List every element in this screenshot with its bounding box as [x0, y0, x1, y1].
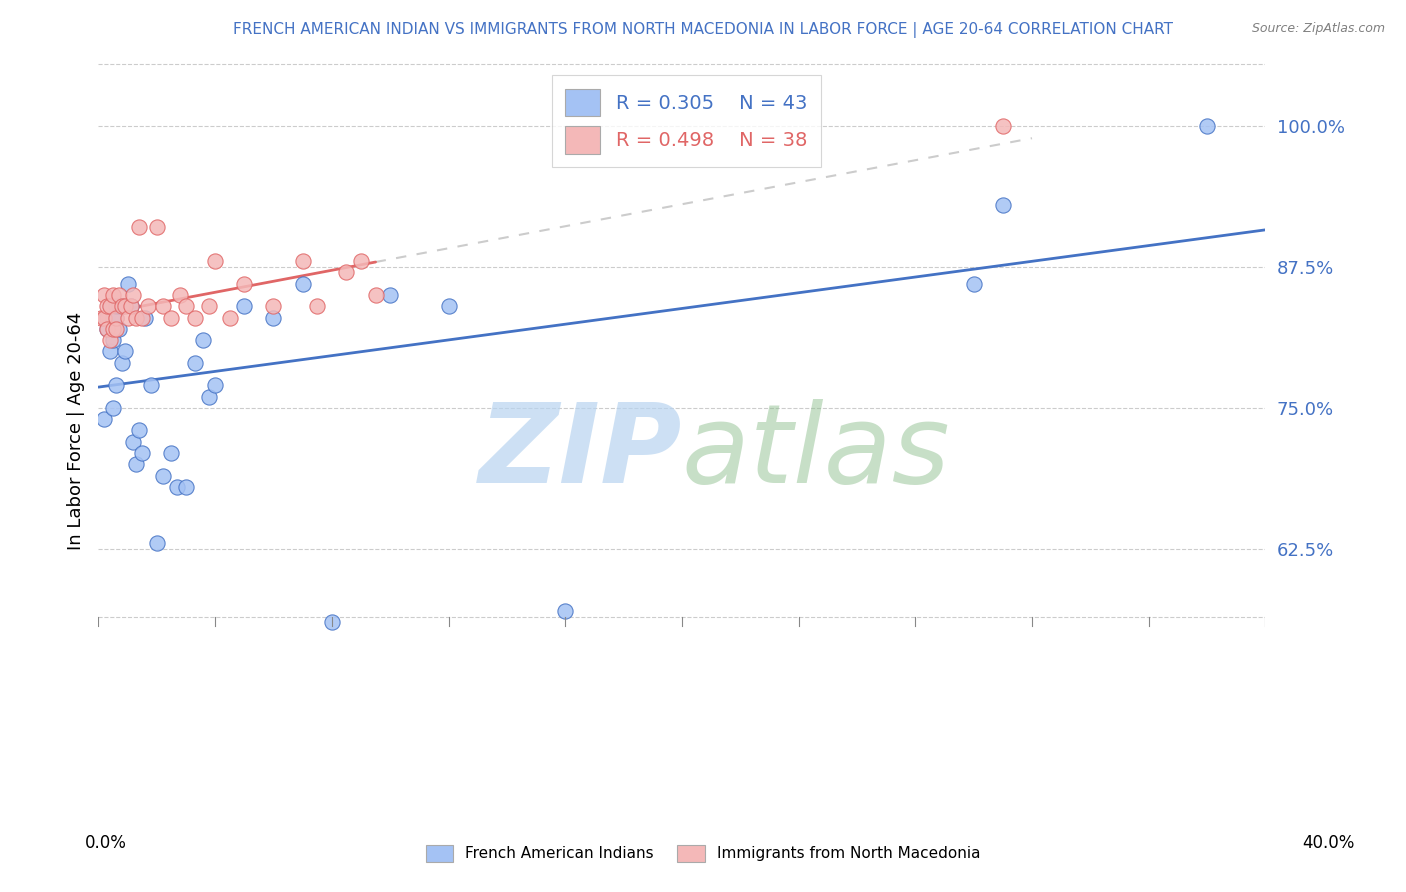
Point: [96, 299, 118, 313]
Point: [193, 333, 215, 347]
Point: [307, 299, 329, 313]
Point: [131, 446, 153, 460]
Point: [136, 299, 159, 313]
Point: [152, 299, 174, 313]
Text: atlas: atlas: [682, 400, 950, 507]
Point: [146, 536, 169, 550]
Point: [93, 310, 115, 325]
Text: 0.0%: 0.0%: [84, 834, 127, 852]
Point: [104, 299, 127, 313]
Point: [98, 333, 121, 347]
Point: [335, 265, 357, 279]
Point: [96, 310, 118, 325]
Point: [108, 299, 131, 313]
Point: [104, 378, 127, 392]
Point: [93, 412, 115, 426]
Point: [198, 390, 221, 404]
Point: [233, 277, 256, 291]
Text: ZIP: ZIP: [478, 400, 682, 507]
Point: [98, 344, 121, 359]
Point: [554, 604, 576, 618]
Point: [111, 299, 134, 313]
Point: [128, 423, 150, 437]
Point: [204, 254, 226, 268]
Point: [198, 299, 221, 313]
Point: [991, 197, 1014, 211]
Point: [134, 310, 156, 325]
Point: [101, 322, 124, 336]
Point: [93, 288, 115, 302]
Point: [98, 299, 121, 313]
Point: [166, 480, 188, 494]
Point: [991, 119, 1014, 133]
Point: [120, 299, 142, 313]
Point: [108, 288, 131, 302]
Point: [111, 356, 134, 370]
Point: [101, 310, 124, 325]
Point: [291, 277, 314, 291]
Point: [101, 333, 124, 347]
Point: [101, 288, 124, 302]
Point: [96, 322, 118, 336]
Point: [96, 322, 118, 336]
Point: [160, 310, 183, 325]
Point: [169, 288, 191, 302]
Point: [321, 615, 343, 630]
Point: [128, 220, 150, 235]
Point: [114, 299, 136, 313]
Point: [122, 288, 145, 302]
Point: [364, 288, 387, 302]
Point: [437, 299, 460, 313]
Legend: French American Indians, Immigrants from North Macedonia: French American Indians, Immigrants from…: [419, 838, 987, 868]
Point: [139, 378, 162, 392]
Text: Source: ZipAtlas.com: Source: ZipAtlas.com: [1251, 22, 1385, 36]
Point: [291, 254, 314, 268]
Point: [122, 434, 145, 449]
Y-axis label: In Labor Force | Age 20-64: In Labor Force | Age 20-64: [66, 311, 84, 549]
Point: [111, 299, 134, 313]
Point: [125, 457, 148, 471]
Point: [131, 310, 153, 325]
Point: [160, 446, 183, 460]
Point: [350, 254, 373, 268]
Point: [98, 299, 121, 313]
Text: FRENCH AMERICAN INDIAN VS IMMIGRANTS FROM NORTH MACEDONIA IN LABOR FORCE | AGE 2: FRENCH AMERICAN INDIAN VS IMMIGRANTS FRO…: [233, 22, 1173, 38]
Point: [152, 468, 174, 483]
Point: [125, 310, 148, 325]
Point: [117, 277, 139, 291]
Point: [174, 299, 197, 313]
Point: [104, 322, 127, 336]
Point: [114, 344, 136, 359]
Point: [218, 310, 240, 325]
Point: [204, 378, 226, 392]
Point: [108, 322, 131, 336]
Point: [233, 299, 256, 313]
Point: [262, 299, 284, 313]
Text: 40.0%: 40.0%: [1302, 834, 1355, 852]
Legend: R = 0.305    N = 43, R = 0.498    N = 38: R = 0.305 N = 43, R = 0.498 N = 38: [551, 75, 821, 167]
Point: [120, 299, 142, 313]
Point: [104, 310, 127, 325]
Point: [1195, 119, 1218, 133]
Point: [174, 480, 197, 494]
Point: [183, 310, 205, 325]
Point: [262, 310, 284, 325]
Point: [146, 220, 169, 235]
Point: [104, 310, 127, 325]
Point: [962, 277, 984, 291]
Point: [90, 310, 112, 325]
Point: [101, 401, 124, 415]
Point: [183, 356, 205, 370]
Point: [380, 288, 402, 302]
Point: [117, 310, 139, 325]
